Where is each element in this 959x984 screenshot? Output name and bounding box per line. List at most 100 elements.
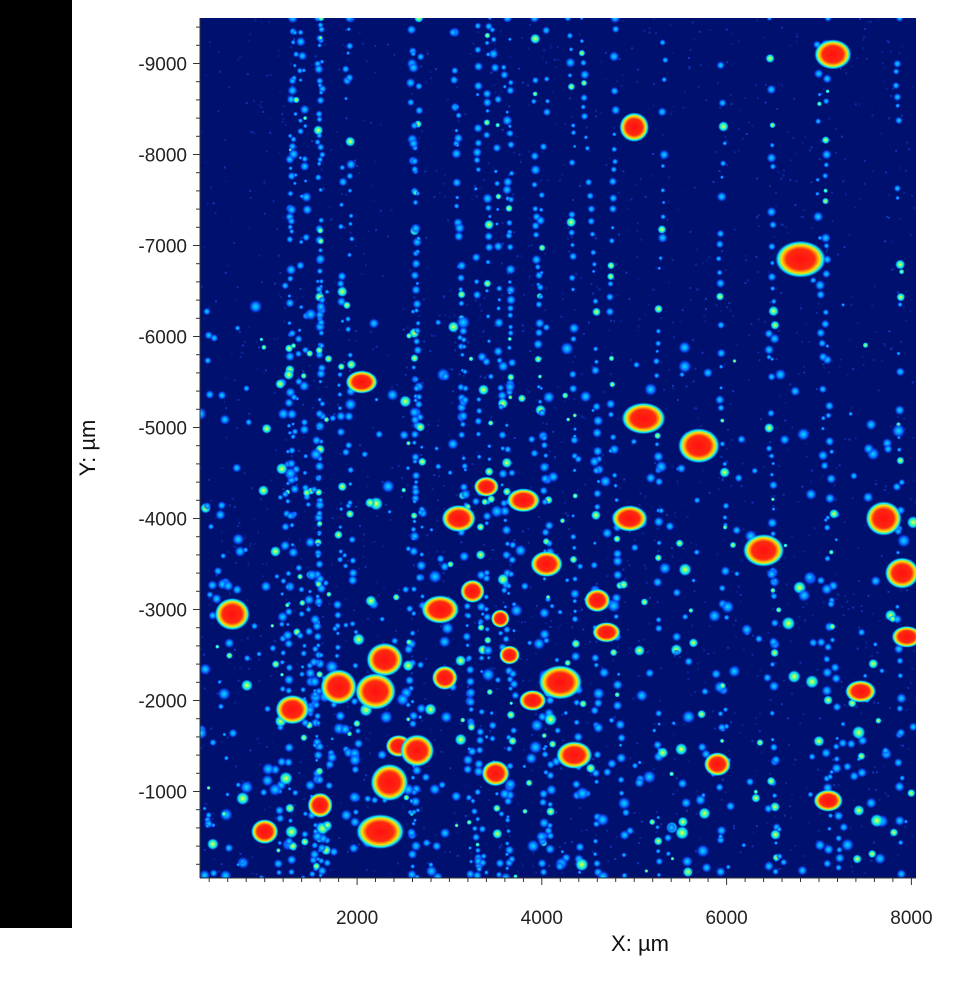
intensity-speck xyxy=(477,623,485,632)
noise-speck xyxy=(273,338,276,341)
noise-speck xyxy=(228,86,231,89)
noise-speck xyxy=(454,778,457,781)
noise-speck xyxy=(675,812,678,815)
noise-speck xyxy=(671,229,674,231)
noise-speck xyxy=(502,601,505,604)
noise-speck xyxy=(707,652,710,655)
intensity-speck xyxy=(570,129,577,136)
intensity-speck xyxy=(708,609,721,623)
noise-speck xyxy=(528,275,531,277)
intensity-speck xyxy=(497,390,508,401)
intensity-speck xyxy=(610,105,621,115)
noise-speck xyxy=(777,329,780,332)
intensity-speck xyxy=(473,278,480,285)
noise-speck xyxy=(633,811,636,814)
noise-speck xyxy=(354,159,357,162)
intensity-speck xyxy=(313,632,323,641)
noise-speck xyxy=(867,594,870,597)
noise-speck xyxy=(259,498,262,501)
noise-speck xyxy=(401,803,404,806)
noise-speck xyxy=(237,58,240,61)
intensity-speck xyxy=(741,623,753,636)
intensity-speck xyxy=(896,692,907,704)
noise-speck xyxy=(622,683,625,686)
intensity-speck xyxy=(456,260,467,271)
intensity-speck xyxy=(280,649,287,657)
intensity-speck xyxy=(587,217,596,226)
intensity-speck xyxy=(408,406,420,418)
intensity-speck xyxy=(579,699,587,708)
intensity-speck xyxy=(337,371,343,378)
intensity-speck xyxy=(654,441,660,447)
intensity-speck xyxy=(289,522,295,528)
noise-speck xyxy=(234,561,237,564)
noise-speck xyxy=(382,545,385,548)
intensity-speck xyxy=(768,680,780,692)
intensity-speck xyxy=(261,762,275,776)
noise-speck xyxy=(464,815,467,817)
intensity-speck xyxy=(715,783,724,792)
noise-speck xyxy=(807,584,810,587)
intensity-speck xyxy=(644,869,649,873)
noise-speck xyxy=(302,847,305,849)
noise-speck xyxy=(402,308,405,310)
intensity-speck xyxy=(541,750,549,759)
noise-speck xyxy=(265,745,268,748)
intensity-speck xyxy=(458,300,465,307)
intensity-speck xyxy=(532,231,540,239)
intensity-speck xyxy=(504,841,510,846)
intensity-speck xyxy=(659,149,670,160)
intensity-speck xyxy=(829,769,835,775)
noise-speck xyxy=(626,207,629,210)
intensity-speck xyxy=(315,110,323,118)
hotspot xyxy=(845,680,877,703)
noise-speck xyxy=(658,505,661,508)
noise-speck xyxy=(745,254,747,257)
intensity-speck xyxy=(579,38,585,44)
noise-speck xyxy=(580,277,583,279)
intensity-speck xyxy=(348,221,353,227)
intensity-speck xyxy=(770,618,779,628)
noise-speck xyxy=(255,341,258,344)
noise-speck xyxy=(703,320,706,323)
noise-speck xyxy=(522,679,525,682)
intensity-speck xyxy=(403,644,414,655)
noise-speck xyxy=(317,387,319,389)
noise-speck xyxy=(562,164,565,167)
noise-speck xyxy=(248,326,251,329)
noise-speck xyxy=(796,32,799,35)
noise-speck xyxy=(876,651,879,654)
noise-speck xyxy=(435,170,438,173)
noise-speck xyxy=(245,102,248,105)
noise-speck xyxy=(884,240,887,243)
noise-speck xyxy=(779,625,782,628)
noise-speck xyxy=(631,47,634,50)
intensity-speck xyxy=(317,397,323,403)
intensity-speck xyxy=(568,252,578,261)
noise-speck xyxy=(472,42,475,45)
intensity-speck xyxy=(534,328,544,338)
noise-speck xyxy=(889,835,892,838)
noise-speck xyxy=(845,374,848,377)
intensity-speck xyxy=(823,859,832,868)
intensity-speck xyxy=(654,624,663,633)
noise-speck xyxy=(764,83,767,86)
intensity-speck xyxy=(824,493,836,504)
noise-speck xyxy=(225,377,228,380)
noise-speck xyxy=(530,486,533,489)
intensity-speck xyxy=(573,699,581,707)
intensity-speck xyxy=(326,752,338,763)
hotspot xyxy=(530,550,563,578)
y-tick-label: -9000 xyxy=(138,55,187,76)
intensity-speck xyxy=(413,345,423,355)
noise-speck xyxy=(655,32,657,35)
noise-speck xyxy=(613,320,616,323)
noise-speck xyxy=(724,791,727,794)
intensity-speck xyxy=(317,532,322,537)
intensity-speck xyxy=(428,861,434,868)
noise-speck xyxy=(205,365,208,368)
noise-speck xyxy=(588,711,591,714)
intensity-speck xyxy=(593,359,600,365)
noise-speck xyxy=(638,504,641,506)
intensity-speck xyxy=(440,711,453,724)
